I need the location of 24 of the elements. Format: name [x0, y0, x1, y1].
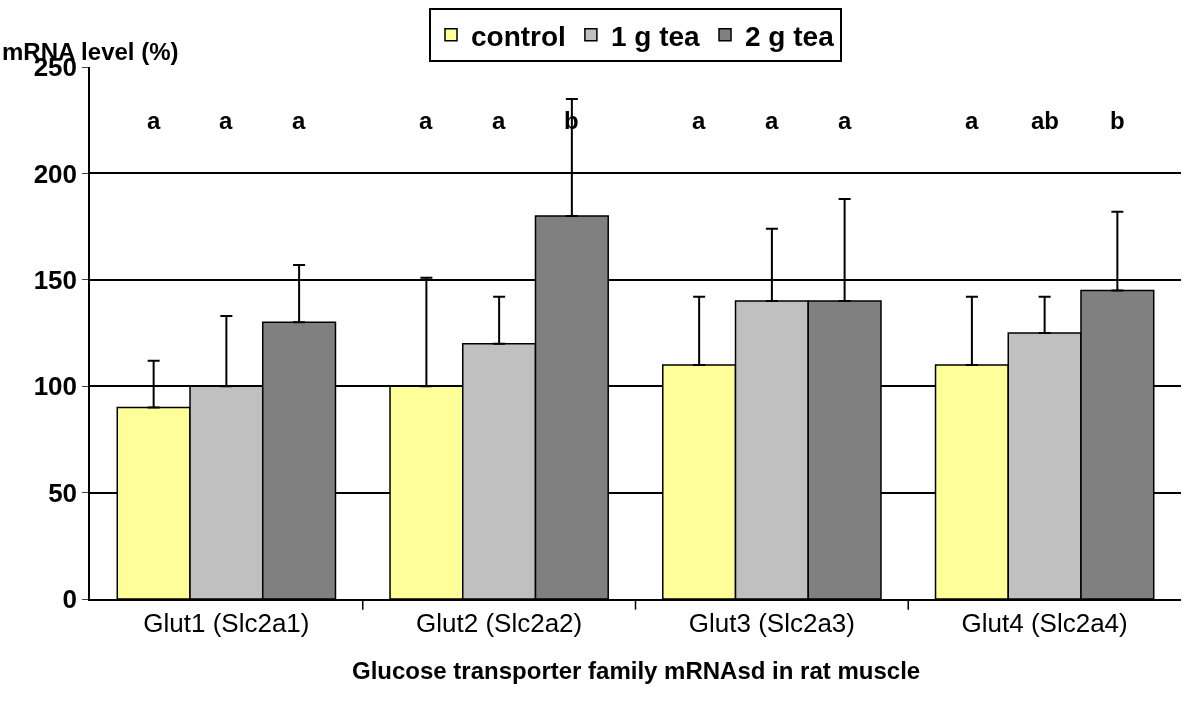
legend-label: 2 g tea: [745, 20, 835, 52]
x-tick-label: Glut3 (Slc2a3): [688, 607, 855, 638]
annotation: a: [292, 107, 306, 134]
annotation: a: [492, 107, 506, 134]
annotation: a: [965, 107, 979, 134]
y-tick-label: 0: [62, 584, 78, 615]
x-tick-label: Glut1 (Slc2a1): [143, 607, 310, 638]
x-tick-label: Glut4 (Slc2a4): [961, 607, 1128, 638]
y-tick-label: 50: [48, 477, 78, 508]
annotation: b: [1110, 107, 1125, 134]
annotation: a: [838, 107, 852, 134]
y-tick-label: 200: [33, 158, 78, 189]
legend-label: 1 g tea: [610, 20, 701, 52]
y-tick-label: 150: [33, 264, 78, 295]
annotation: a: [219, 107, 233, 134]
annotation: ab: [1031, 107, 1060, 134]
annotation: a: [147, 107, 161, 134]
x-axis-title: Glucose transporter family mRNAsd in rat muscle: [352, 657, 921, 684]
annotation: a: [692, 107, 706, 134]
y-tick-label: 100: [33, 371, 78, 402]
annotation: a: [419, 107, 433, 134]
legend-label: control: [471, 20, 566, 52]
x-tick-label: Glut2 (Slc2a2): [416, 607, 583, 638]
annotation: a: [765, 107, 779, 134]
